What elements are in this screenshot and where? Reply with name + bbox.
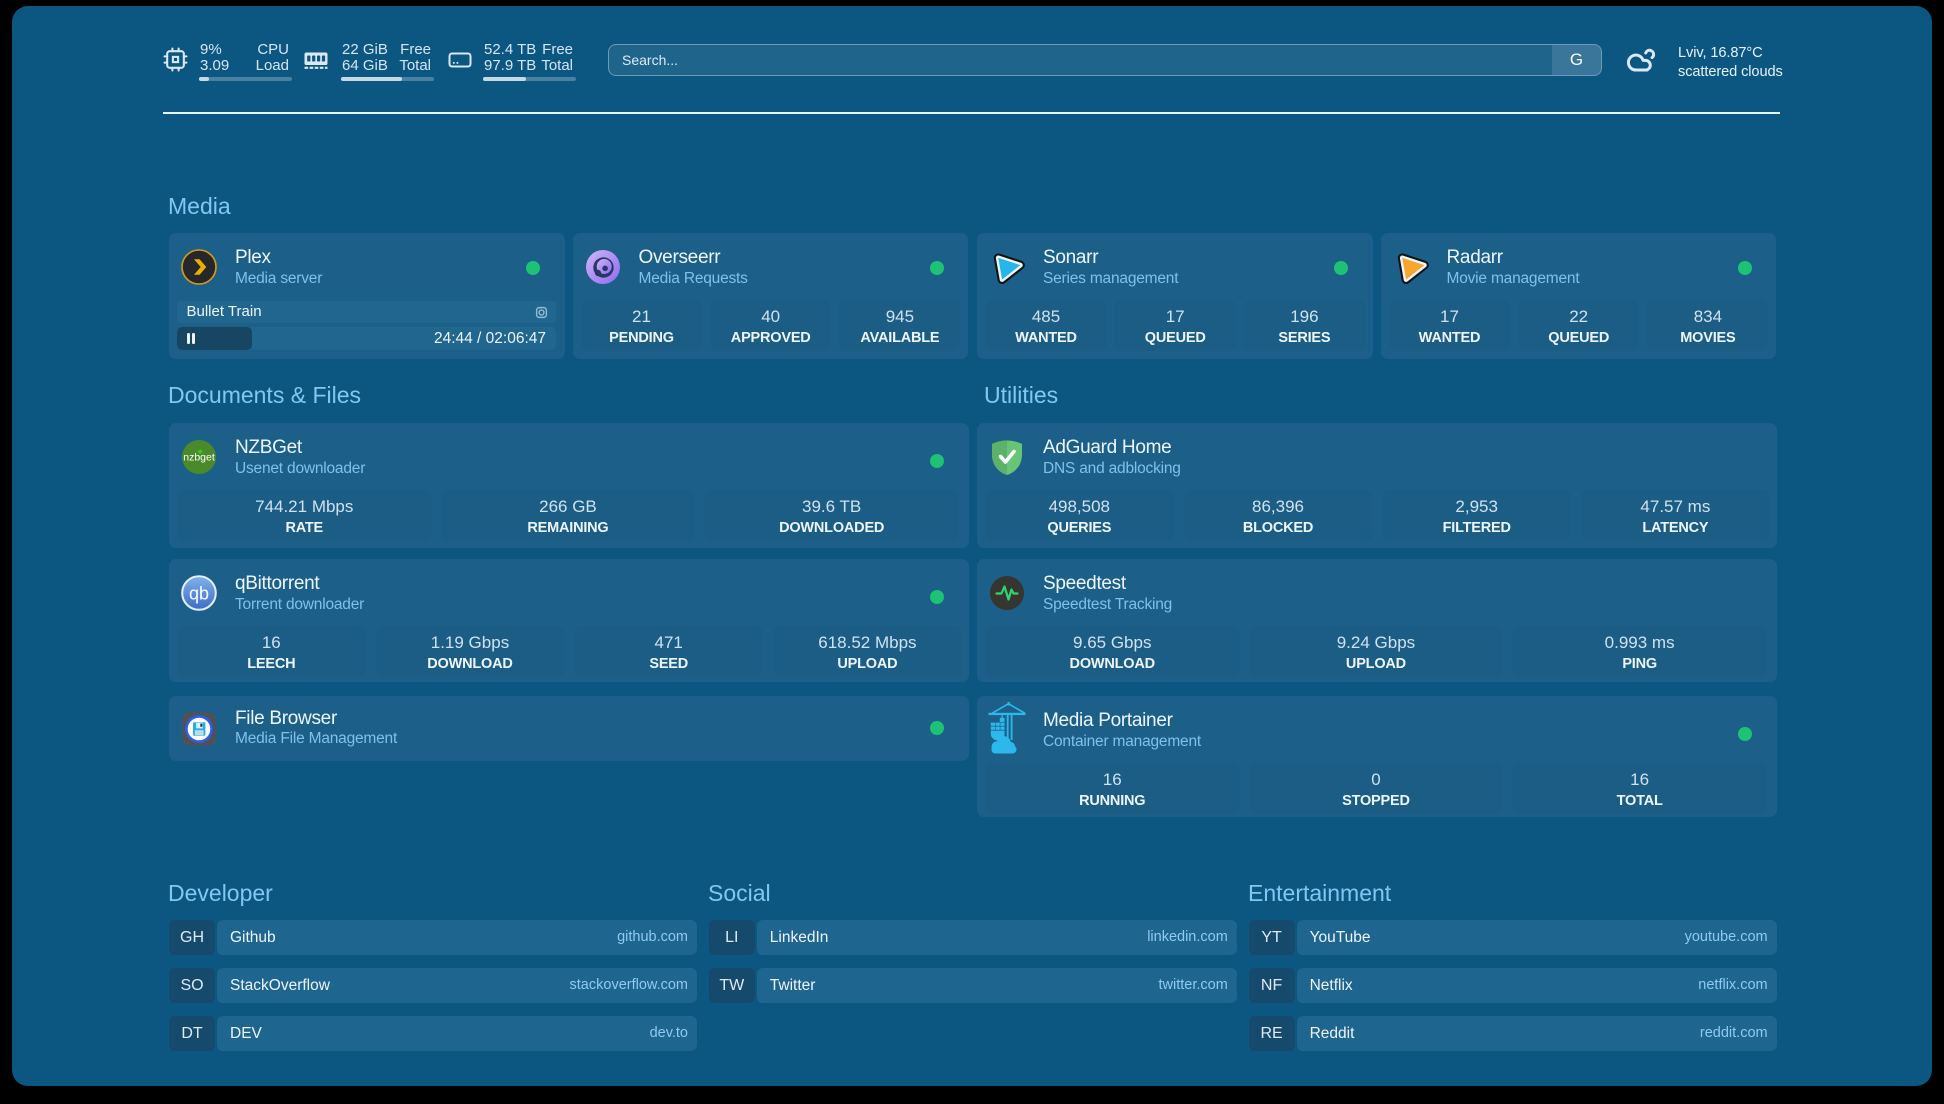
- svg-text:qb: qb: [189, 584, 209, 604]
- svg-text:nzbget: nzbget: [183, 452, 215, 464]
